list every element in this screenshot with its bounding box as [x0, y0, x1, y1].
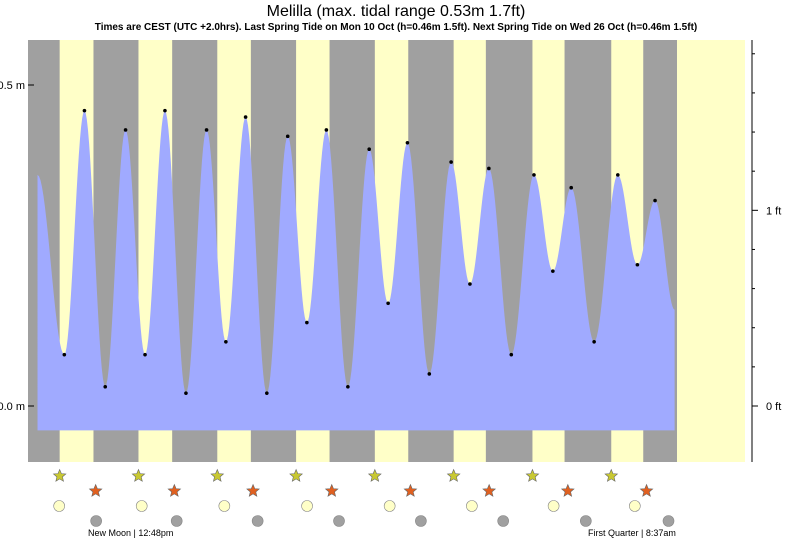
- low-tide-point: [184, 391, 188, 395]
- high-tide-point: [487, 166, 491, 171]
- moonrise-icon: [218, 500, 231, 512]
- sunset-icon: [482, 483, 497, 497]
- sunrise-icon: [289, 468, 304, 482]
- moon-phase-first-quarter: First Quarter | 8:37am: [588, 528, 676, 538]
- high-tide-point: [82, 108, 87, 113]
- moon-phase-new: New Moon | 12:48pm: [88, 528, 173, 538]
- sunset-icon: [246, 483, 260, 497]
- high-tide-point: [653, 198, 657, 203]
- high-tide-point: [324, 128, 329, 132]
- low-tide-point: [509, 352, 514, 357]
- moonrise-icon: [301, 500, 313, 512]
- chart-subtitle: Times are CEST (UTC +2.0hrs). Last Sprin…: [95, 22, 697, 33]
- sunset-icon: [324, 483, 339, 497]
- moonset-icon: [170, 515, 183, 527]
- high-tide-point: [405, 140, 410, 145]
- high-tide-point: [367, 147, 371, 151]
- sunrise-icon: [525, 468, 540, 482]
- astro-rows: New Moon | 12:48pm First Quarter | 8:37am: [52, 468, 676, 538]
- low-tide-point: [305, 320, 309, 325]
- tide-curve: [37, 110, 675, 431]
- low-tide-point: [468, 282, 472, 286]
- right-axis-panel: [752, 40, 793, 462]
- sunset-icon: [560, 483, 575, 497]
- high-tide-point: [569, 185, 574, 190]
- low-tide-point: [346, 384, 350, 389]
- moonset-icon: [90, 515, 102, 527]
- moonrise-icon: [466, 500, 478, 512]
- moonrise-icon: [629, 500, 641, 512]
- water-area: [37, 110, 675, 431]
- low-tide-point: [103, 384, 108, 389]
- high-tide-point: [449, 160, 453, 164]
- low-tide-point: [224, 340, 228, 344]
- axes: 0.0 m 0.5 m 0 ft 1 ft: [0, 40, 793, 462]
- moonrise-icon: [383, 500, 396, 512]
- sunset-icon: [639, 483, 654, 497]
- y-right-tick-label: 1 ft: [766, 205, 781, 217]
- daylight-band: [677, 40, 745, 462]
- low-tide-point: [592, 340, 596, 344]
- sunrise-icon: [131, 468, 146, 482]
- moonset-icon: [251, 515, 264, 527]
- moonset-icon: [333, 515, 345, 527]
- high-tide-point: [204, 128, 209, 132]
- chart-title: Melilla (max. tidal range 0.53m 1.7ft): [267, 3, 526, 20]
- left-axis-panel: [0, 40, 28, 462]
- moonset-icon: [415, 515, 427, 527]
- moonset-icon: [662, 515, 675, 527]
- tide-labels: [62, 108, 657, 395]
- low-tide-point: [427, 372, 432, 376]
- moonset-icon: [497, 515, 509, 527]
- sunrise-icon: [604, 468, 619, 482]
- low-tide-point: [386, 301, 390, 306]
- low-tide-point: [143, 352, 147, 357]
- moonset-icon: [580, 515, 592, 527]
- y-left-tick-label: 0.0 m: [0, 401, 25, 413]
- high-tide-point: [123, 128, 128, 132]
- low-tide-point: [635, 262, 640, 267]
- sunrise-icon: [210, 468, 225, 482]
- sunrise-icon: [446, 468, 461, 482]
- sunrise-icon: [367, 468, 382, 482]
- sunset-icon: [167, 483, 182, 497]
- moonrise-icon: [53, 500, 65, 512]
- low-tide-point: [265, 391, 269, 395]
- high-tide-point: [163, 108, 167, 113]
- moonrise-icon: [547, 500, 560, 512]
- high-tide-point: [532, 173, 536, 177]
- low-tide-point: [62, 352, 67, 357]
- sunset-icon: [88, 483, 103, 497]
- high-tide-point: [616, 173, 620, 177]
- sunset-icon: [403, 483, 418, 497]
- sunrise-icon: [52, 468, 67, 482]
- y-left-tick-label: 0.5 m: [0, 80, 25, 92]
- y-right-tick-label: 0 ft: [766, 401, 781, 413]
- low-tide-point: [551, 269, 555, 273]
- high-tide-point: [285, 134, 290, 139]
- moonrise-icon: [135, 500, 148, 512]
- high-tide-point: [243, 115, 248, 119]
